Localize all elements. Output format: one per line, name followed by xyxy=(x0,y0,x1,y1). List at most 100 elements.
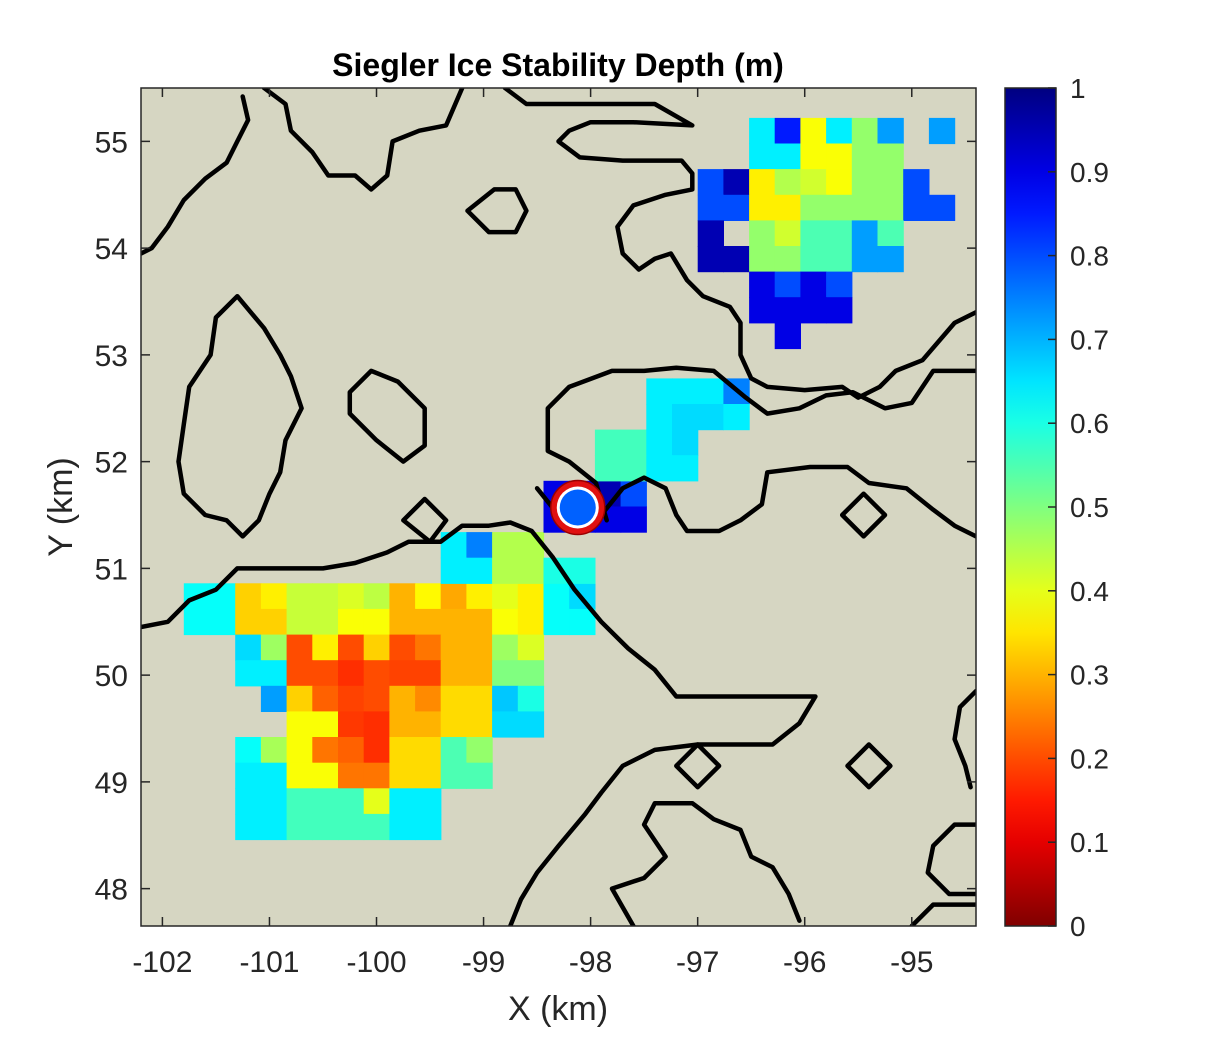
heatmap-cell xyxy=(466,737,493,764)
heatmap-cell xyxy=(466,557,493,584)
heatmap-cell xyxy=(877,117,904,145)
heatmap-cell xyxy=(492,685,519,712)
heatmap-cell xyxy=(517,608,545,636)
heatmap-cell xyxy=(517,557,545,584)
heatmap-cell xyxy=(260,737,288,764)
heatmap-cell xyxy=(749,194,776,221)
heatmap-cell xyxy=(338,660,365,687)
colorbar-tick-label: 0.3 xyxy=(1070,660,1109,691)
contour-line xyxy=(609,800,802,926)
x-tick-label: -102 xyxy=(132,946,192,979)
heatmap-cell xyxy=(389,608,416,636)
heatmap-cell xyxy=(363,660,390,687)
heatmap-cell xyxy=(440,737,467,764)
y-tick-label: 55 xyxy=(95,126,128,159)
colorbar-tick-label: 0.6 xyxy=(1070,408,1109,439)
heatmap-cell xyxy=(800,194,827,221)
heatmap-cell xyxy=(260,608,288,636)
colorbar: 0 0.1 0.2 0.3 0.4 0.5 0.6 0.7 0.8 0.9 1 xyxy=(1004,73,1109,942)
heatmap-cell xyxy=(415,737,442,764)
heatmap-cell xyxy=(466,685,493,712)
heatmap-cell xyxy=(440,608,467,636)
heatmap-cell xyxy=(543,608,570,636)
heatmap-cell xyxy=(235,608,262,636)
heatmap-cell xyxy=(363,737,390,764)
heatmap-cell xyxy=(440,685,467,712)
x-tick-label: -98 xyxy=(569,946,612,979)
heatmap-cell xyxy=(492,711,519,738)
heatmap-cell xyxy=(363,583,390,610)
heatmap-cell xyxy=(749,271,776,298)
chart-title: Siegler Ice Stability Depth (m) xyxy=(332,47,784,83)
heatmap-cell xyxy=(826,271,853,298)
heatmap-cell xyxy=(235,737,262,764)
heatmap-cell xyxy=(389,711,416,738)
heatmap-cell xyxy=(723,404,750,431)
heatmap-cell xyxy=(286,634,313,661)
heatmap-cell xyxy=(312,711,339,738)
heatmap-cell xyxy=(389,634,416,661)
heatmap-cell xyxy=(774,271,801,298)
heatmap-cell xyxy=(569,557,596,584)
heatmap-cell xyxy=(723,246,750,273)
heatmap-cell xyxy=(774,297,801,324)
heatmap-cell xyxy=(286,660,313,687)
heatmap-cell xyxy=(826,143,853,170)
heatmap-cell xyxy=(492,608,519,636)
heatmap-cell xyxy=(260,762,288,789)
heatmap-cell xyxy=(363,685,390,712)
contour-line xyxy=(845,742,893,790)
heatmap-cell xyxy=(697,378,724,405)
heatmap-cell xyxy=(440,660,467,687)
heatmap-cell xyxy=(774,220,801,247)
plot-frame xyxy=(140,87,977,927)
heatmap-cell xyxy=(903,194,930,221)
heatmap-cell xyxy=(877,246,904,273)
y-tick-label: 52 xyxy=(95,447,128,480)
heatmap-cell xyxy=(235,583,262,610)
heatmap-cell xyxy=(492,583,519,610)
heatmap-cell xyxy=(749,169,776,196)
heatmap-cell xyxy=(826,117,853,145)
heatmap-cell xyxy=(389,660,416,687)
heatmap-cell xyxy=(646,404,673,431)
heatmap-cell xyxy=(697,220,724,247)
heatmap-cell xyxy=(466,711,493,738)
heatmap-cell xyxy=(363,634,390,661)
colorbar-tick-label: 0.8 xyxy=(1070,241,1109,272)
heatmap-cell xyxy=(723,169,750,196)
heatmap-cell xyxy=(749,117,776,145)
heatmap-cell xyxy=(774,246,801,273)
heatmap-cell xyxy=(312,583,339,610)
heatmap-cell xyxy=(260,634,288,661)
colorbar-tick-label: 0.9 xyxy=(1070,157,1109,188)
heatmap-cell xyxy=(338,608,365,636)
heatmap-cell xyxy=(286,737,313,764)
colorbar-tick-label: 0.7 xyxy=(1070,324,1109,355)
heatmap-cell xyxy=(594,429,622,456)
heatmap-cell xyxy=(517,711,545,738)
heatmap-cell xyxy=(646,378,673,405)
heatmap-cell xyxy=(672,378,699,405)
heatmap-cell xyxy=(209,583,236,610)
heatmap-cell xyxy=(389,583,416,610)
heatmap-cell xyxy=(569,608,596,636)
heatmap-cell xyxy=(517,583,545,610)
heatmap-cell xyxy=(440,762,467,789)
heatmap-cell xyxy=(466,532,493,559)
heatmap-cell xyxy=(338,583,365,610)
heatmap-cell xyxy=(415,813,442,841)
heatmap-cell xyxy=(697,194,724,221)
heatmap-cell xyxy=(774,194,801,221)
contour-line xyxy=(839,491,888,539)
colorbar-tick-label: 0.2 xyxy=(1070,743,1109,774)
heatmap-cell xyxy=(517,634,545,661)
y-axis-ticks: 48 49 50 51 52 53 54 55 xyxy=(95,126,976,907)
heatmap-cell xyxy=(235,660,262,687)
heatmap-cell xyxy=(466,608,493,636)
colorbar-ticks: 0 0.1 0.2 0.3 0.4 0.5 0.6 0.7 0.8 0.9 1 xyxy=(1048,73,1109,942)
heatmap-cell xyxy=(774,117,801,145)
contour-line xyxy=(502,88,976,400)
contour-line xyxy=(952,688,976,790)
heatmap-cell xyxy=(286,813,313,841)
